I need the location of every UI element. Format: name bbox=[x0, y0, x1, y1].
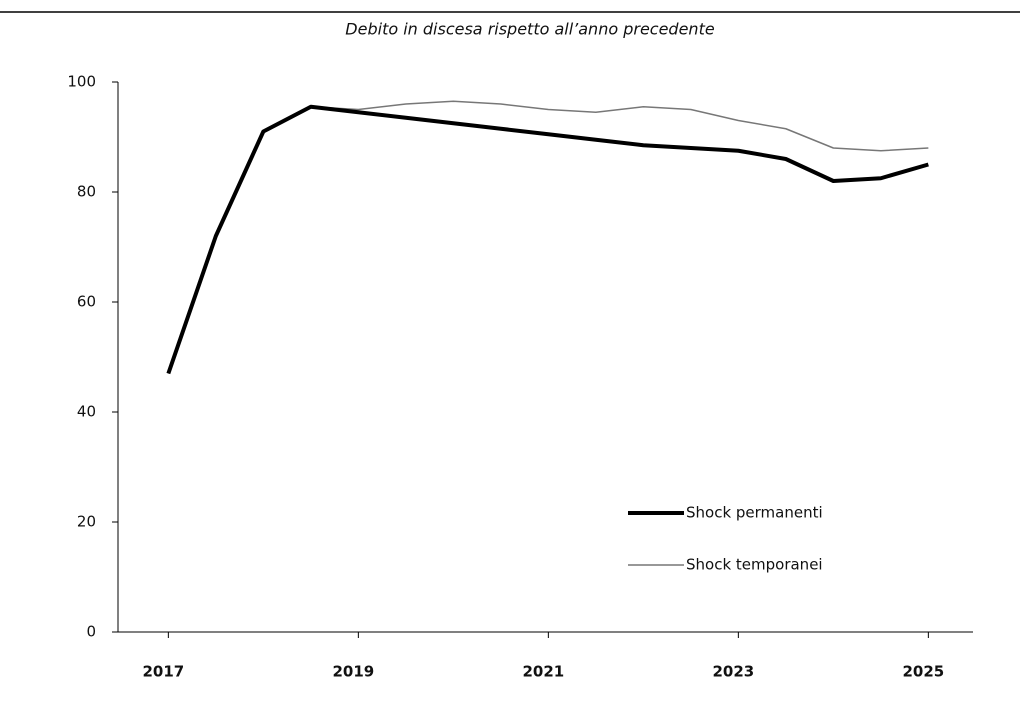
legend-label: Shock permanenti bbox=[686, 504, 823, 522]
y-tick-label: 0 bbox=[86, 623, 96, 641]
legend-label: Shock temporanei bbox=[686, 556, 823, 574]
x-tick-label: 2023 bbox=[712, 663, 754, 681]
x-tick-label: 2021 bbox=[522, 663, 564, 681]
series-line bbox=[167, 100, 929, 374]
y-tick-label: 80 bbox=[77, 183, 96, 201]
x-tick-label: 2019 bbox=[332, 663, 374, 681]
y-tick-label: 100 bbox=[67, 73, 96, 91]
x-tick-label: 2025 bbox=[902, 663, 944, 681]
y-tick-label: 40 bbox=[77, 403, 96, 421]
series-line bbox=[166, 104, 929, 375]
y-tick-label: 60 bbox=[77, 293, 96, 311]
y-tick-label: 20 bbox=[77, 513, 96, 531]
chart-title: Debito in discesa rispetto all’anno prec… bbox=[345, 20, 715, 39]
x-tick-label: 2017 bbox=[142, 663, 184, 681]
